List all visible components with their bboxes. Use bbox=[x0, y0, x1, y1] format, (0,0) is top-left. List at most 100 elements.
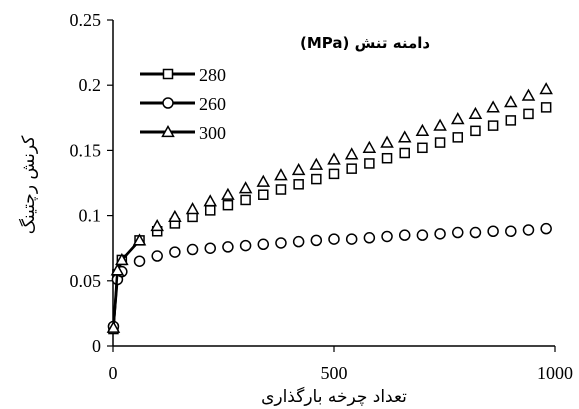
legend: دامنه تنش (MPa) 280 260 300 bbox=[140, 34, 430, 143]
series-triangle bbox=[106, 82, 553, 333]
data-point bbox=[346, 163, 357, 174]
data-point bbox=[433, 118, 447, 131]
series-circle bbox=[107, 222, 552, 333]
legend-item: 300 bbox=[140, 123, 226, 143]
legend-label: 260 bbox=[199, 94, 226, 114]
data-point bbox=[434, 137, 446, 148]
legend-items: 280 260 300 bbox=[140, 65, 226, 143]
data-point bbox=[168, 209, 182, 223]
data-point bbox=[364, 158, 375, 169]
data-point bbox=[291, 162, 306, 176]
data-point bbox=[258, 189, 269, 200]
series-line bbox=[112, 239, 141, 328]
data-point bbox=[150, 218, 164, 232]
data-point bbox=[381, 152, 393, 164]
y-tick-label: 0.1 bbox=[79, 206, 102, 226]
data-point bbox=[221, 187, 235, 200]
legend-marker bbox=[162, 97, 174, 109]
data-point bbox=[239, 239, 252, 252]
y-tick-label: 0 bbox=[92, 336, 101, 356]
data-point bbox=[275, 184, 287, 195]
data-point bbox=[204, 242, 216, 254]
data-point bbox=[222, 199, 234, 211]
data-point bbox=[275, 237, 287, 249]
legend-item: 260 bbox=[140, 94, 226, 114]
data-point bbox=[505, 225, 517, 237]
legend-marker bbox=[162, 68, 174, 80]
data-point bbox=[434, 228, 446, 240]
axis-ticks: 0 0.05 0.1 0.15 0.2 0.25 0 500 1000 bbox=[70, 10, 574, 383]
data-point bbox=[362, 140, 377, 153]
data-point bbox=[469, 226, 482, 239]
data-point bbox=[110, 263, 125, 276]
data-point bbox=[380, 135, 394, 148]
data-point bbox=[256, 174, 271, 187]
data-point bbox=[415, 123, 430, 136]
y-tick-label: 0.25 bbox=[70, 10, 102, 30]
data-point bbox=[397, 130, 412, 143]
data-point bbox=[186, 243, 199, 256]
data-point bbox=[398, 229, 411, 241]
data-point bbox=[505, 115, 517, 126]
data-point bbox=[539, 82, 553, 95]
data-point bbox=[417, 142, 428, 154]
y-axis-title: کرنش رچتینگ bbox=[18, 135, 39, 235]
data-point bbox=[309, 157, 324, 170]
data-point bbox=[133, 255, 146, 267]
legend-title: دامنه تنش (MPa) bbox=[300, 34, 430, 52]
x-tick-label: 1000 bbox=[537, 363, 573, 383]
data-point bbox=[381, 230, 393, 243]
data-point bbox=[487, 120, 499, 131]
data-point bbox=[540, 102, 552, 113]
x-tick-label: 0 bbox=[109, 363, 118, 383]
data-point bbox=[416, 229, 429, 241]
y-tick-label: 0.05 bbox=[70, 271, 102, 291]
data-point bbox=[452, 132, 464, 143]
axes bbox=[112, 20, 555, 347]
data-point bbox=[240, 194, 251, 206]
data-point bbox=[132, 233, 147, 246]
data-point bbox=[452, 226, 464, 239]
data-point bbox=[311, 173, 322, 185]
data-point bbox=[274, 168, 288, 181]
data-point bbox=[344, 147, 359, 160]
data-point bbox=[363, 232, 376, 244]
data-point bbox=[203, 194, 218, 207]
data-point bbox=[450, 112, 465, 125]
x-axis-title: تعداد چرخه بارگذاری bbox=[261, 386, 407, 407]
data-point bbox=[468, 106, 483, 120]
data-point bbox=[487, 225, 499, 237]
data-point bbox=[522, 224, 535, 236]
legend-item: 280 bbox=[140, 65, 226, 85]
data-point bbox=[328, 233, 340, 245]
data-point bbox=[204, 205, 216, 216]
data-point bbox=[151, 250, 163, 262]
legend-label: 300 bbox=[199, 123, 226, 143]
data-point bbox=[328, 168, 340, 180]
data-point bbox=[257, 238, 270, 251]
data-point bbox=[345, 233, 358, 245]
data-point bbox=[293, 179, 304, 190]
data-point bbox=[292, 235, 305, 248]
data-point bbox=[327, 152, 341, 165]
data-point bbox=[222, 241, 234, 253]
data-point bbox=[399, 147, 410, 159]
data-point bbox=[521, 88, 536, 101]
data-point bbox=[470, 125, 481, 137]
data-point bbox=[185, 202, 200, 215]
y-tick-label: 0.15 bbox=[70, 140, 102, 160]
data-point bbox=[540, 222, 552, 235]
data-point bbox=[523, 108, 534, 120]
legend-label: 280 bbox=[199, 65, 226, 85]
data-point bbox=[486, 100, 500, 113]
data-point bbox=[238, 181, 253, 194]
data-point bbox=[169, 246, 181, 258]
data-series bbox=[106, 82, 553, 335]
legend-marker bbox=[161, 124, 175, 138]
data-point bbox=[310, 234, 323, 247]
x-tick-label: 500 bbox=[321, 363, 348, 383]
data-point bbox=[115, 252, 129, 266]
y-tick-label: 0.2 bbox=[79, 75, 102, 95]
data-point bbox=[106, 320, 121, 333]
